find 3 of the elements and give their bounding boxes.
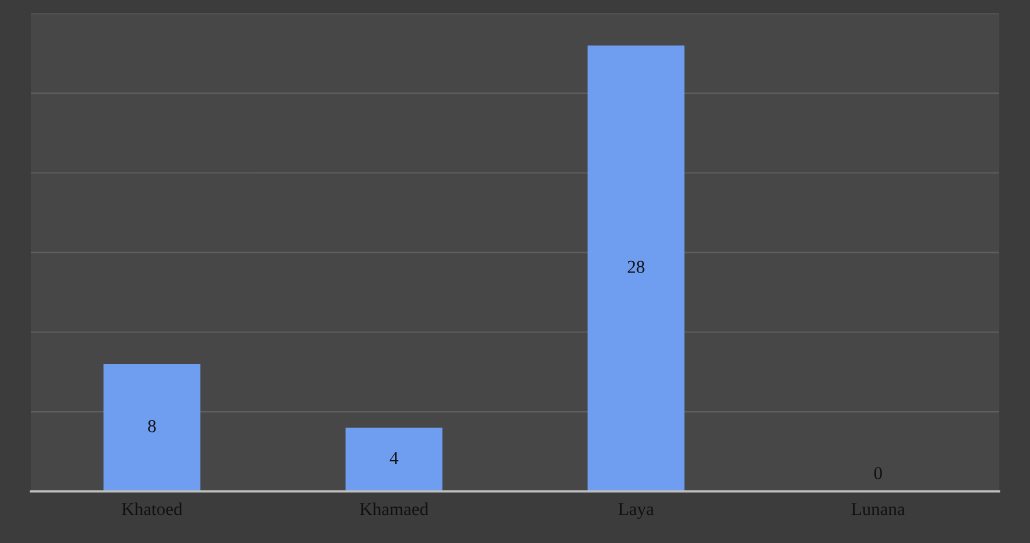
data-label: 8	[148, 420, 156, 433]
data-label: 4	[389, 452, 399, 464]
data-label: 28	[627, 260, 645, 273]
